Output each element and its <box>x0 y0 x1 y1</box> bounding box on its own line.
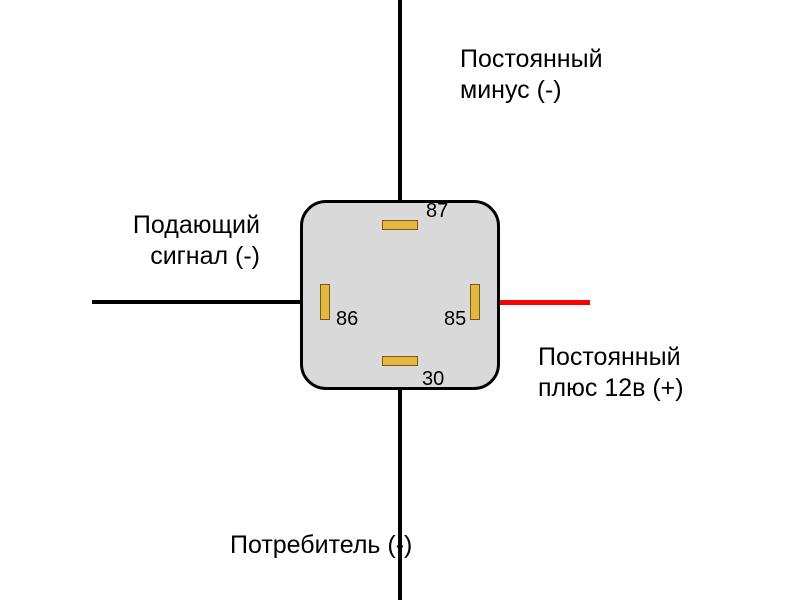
pin-number-30: 30 <box>422 368 444 391</box>
label-top-line1: Постоянный <box>460 45 603 73</box>
pin-number-86: 86 <box>336 308 358 331</box>
wire-bottom <box>398 390 402 600</box>
label-top-line2: минус (-) <box>460 76 562 104</box>
label-right-line1: Постоянный <box>538 343 681 371</box>
wire-left <box>92 300 300 304</box>
label-left-line1: Подающий <box>133 211 260 239</box>
label-bottom-line1: Потребитель (-) <box>230 531 412 559</box>
label-top: Постоянный минус (-) <box>460 44 603 107</box>
pin-87 <box>382 220 418 230</box>
pin-30 <box>382 356 418 366</box>
relay-diagram: 87 86 85 30 Постоянный минус (-) Подающи… <box>0 0 800 600</box>
pin-number-87: 87 <box>426 200 448 223</box>
label-right: Постоянный плюс 12в (+) <box>538 342 684 405</box>
label-bottom: Потребитель (-) <box>230 530 412 561</box>
pin-85 <box>470 284 480 320</box>
pin-86 <box>320 284 330 320</box>
wire-top <box>398 0 402 200</box>
label-right-line2: плюс 12в (+) <box>538 374 684 402</box>
label-left-line2: сигнал (-) <box>150 242 260 270</box>
label-left: Подающий сигнал (-) <box>133 210 260 273</box>
pin-number-85: 85 <box>444 308 466 331</box>
wire-right <box>500 300 590 305</box>
